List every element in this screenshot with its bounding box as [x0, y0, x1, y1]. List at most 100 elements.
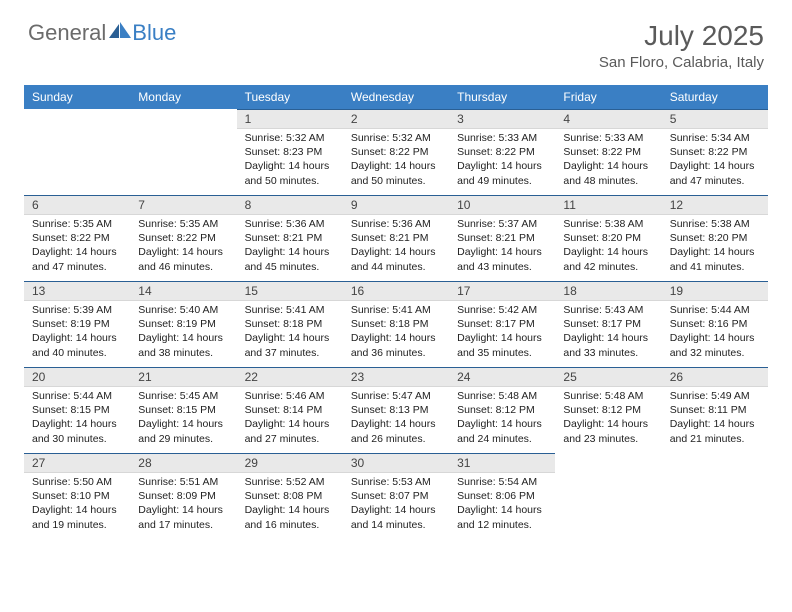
day-number: 6	[24, 196, 130, 214]
sunset-line: Sunset: 8:12 PM	[457, 403, 551, 417]
sunrise-line: Sunrise: 5:40 AM	[138, 303, 232, 317]
daylight-line: Daylight: 14 hours and 47 minutes.	[670, 159, 764, 187]
calendar-day-cell: 17Sunrise: 5:42 AMSunset: 8:17 PMDayligh…	[449, 281, 555, 367]
daylight-line: Daylight: 14 hours and 50 minutes.	[351, 159, 445, 187]
sunset-line: Sunset: 8:18 PM	[245, 317, 339, 331]
sunset-line: Sunset: 8:18 PM	[351, 317, 445, 331]
day-number: 26	[662, 368, 768, 386]
day-number: 9	[343, 196, 449, 214]
day-content: Sunrise: 5:32 AMSunset: 8:23 PMDaylight:…	[237, 129, 343, 190]
calendar-day-cell: 16Sunrise: 5:41 AMSunset: 8:18 PMDayligh…	[343, 281, 449, 367]
day-number: 1	[237, 110, 343, 128]
daylight-line: Daylight: 14 hours and 42 minutes.	[563, 245, 657, 273]
sunset-line: Sunset: 8:06 PM	[457, 489, 551, 503]
daylight-line: Daylight: 14 hours and 43 minutes.	[457, 245, 551, 273]
daylight-line: Daylight: 14 hours and 37 minutes.	[245, 331, 339, 359]
daylight-line: Daylight: 14 hours and 21 minutes.	[670, 417, 764, 445]
calendar-day-cell: 30Sunrise: 5:53 AMSunset: 8:07 PMDayligh…	[343, 453, 449, 539]
sunrise-line: Sunrise: 5:39 AM	[32, 303, 126, 317]
calendar-day-cell	[662, 453, 768, 539]
calendar-day-cell: 21Sunrise: 5:45 AMSunset: 8:15 PMDayligh…	[130, 367, 236, 453]
sunset-line: Sunset: 8:23 PM	[245, 145, 339, 159]
sunset-line: Sunset: 8:22 PM	[138, 231, 232, 245]
calendar-week-row: 13Sunrise: 5:39 AMSunset: 8:19 PMDayligh…	[24, 281, 768, 367]
sunrise-line: Sunrise: 5:45 AM	[138, 389, 232, 403]
day-number: 11	[555, 196, 661, 214]
weekday-header: Thursday	[449, 85, 555, 109]
calendar-day-cell: 25Sunrise: 5:48 AMSunset: 8:12 PMDayligh…	[555, 367, 661, 453]
sunrise-line: Sunrise: 5:53 AM	[351, 475, 445, 489]
weekday-header: Saturday	[662, 85, 768, 109]
day-content: Sunrise: 5:51 AMSunset: 8:09 PMDaylight:…	[130, 473, 236, 534]
sunrise-line: Sunrise: 5:41 AM	[245, 303, 339, 317]
day-number: 8	[237, 196, 343, 214]
daylight-line: Daylight: 14 hours and 23 minutes.	[563, 417, 657, 445]
day-number: 12	[662, 196, 768, 214]
calendar-day-cell: 14Sunrise: 5:40 AMSunset: 8:19 PMDayligh…	[130, 281, 236, 367]
sunrise-line: Sunrise: 5:32 AM	[245, 131, 339, 145]
calendar-day-cell: 12Sunrise: 5:38 AMSunset: 8:20 PMDayligh…	[662, 195, 768, 281]
day-content: Sunrise: 5:48 AMSunset: 8:12 PMDaylight:…	[449, 387, 555, 448]
title-block: July 2025 San Floro, Calabria, Italy	[599, 20, 764, 71]
day-number: 15	[237, 282, 343, 300]
daylight-line: Daylight: 14 hours and 50 minutes.	[245, 159, 339, 187]
daylight-line: Daylight: 14 hours and 16 minutes.	[245, 503, 339, 531]
daylight-line: Daylight: 14 hours and 27 minutes.	[245, 417, 339, 445]
day-content: Sunrise: 5:37 AMSunset: 8:21 PMDaylight:…	[449, 215, 555, 276]
day-content: Sunrise: 5:54 AMSunset: 8:06 PMDaylight:…	[449, 473, 555, 534]
day-content: Sunrise: 5:50 AMSunset: 8:10 PMDaylight:…	[24, 473, 130, 534]
calendar-day-cell: 9Sunrise: 5:36 AMSunset: 8:21 PMDaylight…	[343, 195, 449, 281]
sunset-line: Sunset: 8:16 PM	[670, 317, 764, 331]
daylight-line: Daylight: 14 hours and 35 minutes.	[457, 331, 551, 359]
day-number: 2	[343, 110, 449, 128]
sunset-line: Sunset: 8:19 PM	[32, 317, 126, 331]
sunset-line: Sunset: 8:08 PM	[245, 489, 339, 503]
calendar-day-cell: 27Sunrise: 5:50 AMSunset: 8:10 PMDayligh…	[24, 453, 130, 539]
day-content: Sunrise: 5:32 AMSunset: 8:22 PMDaylight:…	[343, 129, 449, 190]
sunrise-line: Sunrise: 5:52 AM	[245, 475, 339, 489]
day-number: 7	[130, 196, 236, 214]
day-content: Sunrise: 5:36 AMSunset: 8:21 PMDaylight:…	[343, 215, 449, 276]
calendar-day-cell: 23Sunrise: 5:47 AMSunset: 8:13 PMDayligh…	[343, 367, 449, 453]
sunset-line: Sunset: 8:13 PM	[351, 403, 445, 417]
calendar-day-cell: 3Sunrise: 5:33 AMSunset: 8:22 PMDaylight…	[449, 109, 555, 195]
calendar-day-cell: 10Sunrise: 5:37 AMSunset: 8:21 PMDayligh…	[449, 195, 555, 281]
sunrise-line: Sunrise: 5:48 AM	[563, 389, 657, 403]
calendar-week-row: 20Sunrise: 5:44 AMSunset: 8:15 PMDayligh…	[24, 367, 768, 453]
weekday-header: Tuesday	[237, 85, 343, 109]
calendar-day-cell: 4Sunrise: 5:33 AMSunset: 8:22 PMDaylight…	[555, 109, 661, 195]
sunset-line: Sunset: 8:10 PM	[32, 489, 126, 503]
calendar-day-cell: 29Sunrise: 5:52 AMSunset: 8:08 PMDayligh…	[237, 453, 343, 539]
sunset-line: Sunset: 8:22 PM	[563, 145, 657, 159]
sunset-line: Sunset: 8:17 PM	[457, 317, 551, 331]
month-title: July 2025	[599, 20, 764, 52]
day-number: 24	[449, 368, 555, 386]
calendar-day-cell: 19Sunrise: 5:44 AMSunset: 8:16 PMDayligh…	[662, 281, 768, 367]
day-number: 20	[24, 368, 130, 386]
day-number: 25	[555, 368, 661, 386]
weekday-header: Wednesday	[343, 85, 449, 109]
day-content: Sunrise: 5:33 AMSunset: 8:22 PMDaylight:…	[555, 129, 661, 190]
sunset-line: Sunset: 8:22 PM	[32, 231, 126, 245]
sunrise-line: Sunrise: 5:43 AM	[563, 303, 657, 317]
calendar-day-cell: 26Sunrise: 5:49 AMSunset: 8:11 PMDayligh…	[662, 367, 768, 453]
sunset-line: Sunset: 8:19 PM	[138, 317, 232, 331]
daylight-line: Daylight: 14 hours and 44 minutes.	[351, 245, 445, 273]
day-number: 14	[130, 282, 236, 300]
calendar-day-cell: 22Sunrise: 5:46 AMSunset: 8:14 PMDayligh…	[237, 367, 343, 453]
sunrise-line: Sunrise: 5:33 AM	[563, 131, 657, 145]
weekday-header: Friday	[555, 85, 661, 109]
sunrise-line: Sunrise: 5:51 AM	[138, 475, 232, 489]
day-content: Sunrise: 5:33 AMSunset: 8:22 PMDaylight:…	[449, 129, 555, 190]
sunrise-line: Sunrise: 5:34 AM	[670, 131, 764, 145]
calendar-week-row: 1Sunrise: 5:32 AMSunset: 8:23 PMDaylight…	[24, 109, 768, 195]
calendar-day-cell: 8Sunrise: 5:36 AMSunset: 8:21 PMDaylight…	[237, 195, 343, 281]
day-number: 4	[555, 110, 661, 128]
day-content: Sunrise: 5:41 AMSunset: 8:18 PMDaylight:…	[237, 301, 343, 362]
calendar-day-cell: 15Sunrise: 5:41 AMSunset: 8:18 PMDayligh…	[237, 281, 343, 367]
calendar-day-cell: 28Sunrise: 5:51 AMSunset: 8:09 PMDayligh…	[130, 453, 236, 539]
daylight-line: Daylight: 14 hours and 36 minutes.	[351, 331, 445, 359]
sunrise-line: Sunrise: 5:47 AM	[351, 389, 445, 403]
sunrise-line: Sunrise: 5:41 AM	[351, 303, 445, 317]
sunrise-line: Sunrise: 5:38 AM	[670, 217, 764, 231]
